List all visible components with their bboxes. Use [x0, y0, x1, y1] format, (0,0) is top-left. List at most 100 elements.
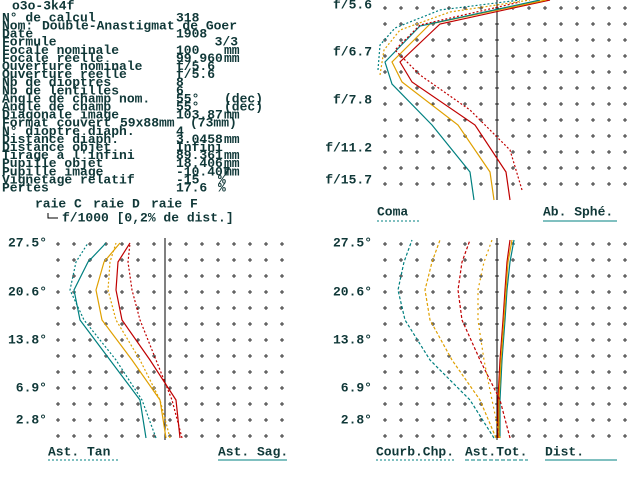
grid-cross — [88, 242, 92, 246]
grid-cross — [232, 402, 236, 406]
grid-cross — [200, 402, 204, 406]
grid-cross — [431, 118, 435, 122]
grid-cross — [232, 418, 236, 422]
grid-cross — [479, 22, 483, 26]
y-tick-label: 2.8° — [16, 412, 47, 427]
grid-cross — [399, 150, 403, 154]
grid-cross — [543, 386, 547, 390]
grid-cross — [56, 322, 60, 326]
grid-cross — [415, 290, 419, 294]
grid-cross — [280, 322, 284, 326]
y-tick-label: 27.5° — [333, 235, 372, 250]
info-value: 55° — [176, 100, 199, 115]
grid-cross — [623, 118, 627, 122]
grid-cross — [447, 306, 451, 310]
grid-cross — [463, 274, 467, 278]
grid-cross — [575, 306, 579, 310]
grid-cross — [120, 434, 124, 438]
grid-cross — [527, 54, 531, 58]
info-label: Vignetage relatif — [2, 172, 135, 187]
grid-cross — [527, 86, 531, 90]
grid-cross — [88, 434, 92, 438]
grid-cross — [232, 354, 236, 358]
grid-cross — [575, 102, 579, 106]
grid-cross — [200, 242, 204, 246]
grid-cross — [511, 274, 515, 278]
grid-cross — [232, 258, 236, 262]
grid-cross — [88, 306, 92, 310]
grid-cross — [383, 258, 387, 262]
grid-cross — [623, 242, 627, 246]
grid-cross — [623, 70, 627, 74]
grid-cross — [431, 402, 435, 406]
grid-cross — [120, 258, 124, 262]
grid-cross — [623, 38, 627, 42]
grid-cross — [591, 118, 595, 122]
grid-cross — [575, 274, 579, 278]
y-tick-label: 2.8° — [341, 412, 372, 427]
grid-cross — [72, 258, 76, 262]
grid-cross — [415, 38, 419, 42]
grid-cross — [623, 306, 627, 310]
grid-cross — [447, 434, 451, 438]
grid-cross — [623, 354, 627, 358]
grid-cross — [447, 70, 451, 74]
grid-cross — [543, 54, 547, 58]
grid-cross — [575, 6, 579, 10]
grid-cross — [591, 182, 595, 186]
grid-cross — [479, 54, 483, 58]
field-curves — [397, 239, 515, 439]
grid-cross — [216, 322, 220, 326]
grid-cross — [56, 370, 60, 374]
grid-cross — [623, 258, 627, 262]
grid-cross — [216, 386, 220, 390]
grid-cross — [104, 386, 108, 390]
grid-cross — [200, 434, 204, 438]
grid-cross — [543, 70, 547, 74]
grid-cross — [511, 258, 515, 262]
grid-cross — [543, 306, 547, 310]
grid-cross — [479, 182, 483, 186]
info-value: 89.361 — [176, 148, 223, 163]
grid-cross — [399, 118, 403, 122]
grid-cross — [383, 150, 387, 154]
grid-cross — [248, 338, 252, 342]
grid-cross — [591, 274, 595, 278]
grid-cross — [623, 434, 627, 438]
grid-cross — [431, 418, 435, 422]
grid-cross — [607, 22, 611, 26]
grid-cross — [607, 386, 611, 390]
grid-cross — [463, 258, 467, 262]
grid-cross — [399, 242, 403, 246]
grid-cross — [216, 402, 220, 406]
grid-cross — [264, 354, 268, 358]
grid-cross — [527, 402, 531, 406]
grid-cross — [104, 290, 108, 294]
grid-cross — [479, 102, 483, 106]
grid-cross — [543, 102, 547, 106]
grid-cross — [543, 86, 547, 90]
grid-cross — [463, 54, 467, 58]
grid-cross — [559, 290, 563, 294]
grid-cross — [511, 134, 515, 138]
info-label: Format couvert — [2, 116, 111, 131]
grid-cross — [623, 418, 627, 422]
grid-cross — [104, 402, 108, 406]
grid-cross — [511, 70, 515, 74]
grid-cross — [623, 6, 627, 10]
grid-cross — [399, 418, 403, 422]
grid-cross — [447, 418, 451, 422]
grid-cross — [463, 418, 467, 422]
grid-cross — [88, 274, 92, 278]
grid-cross — [152, 322, 156, 326]
grid-cross — [607, 38, 611, 42]
grid-cross — [575, 386, 579, 390]
grid-cross — [104, 418, 108, 422]
grid-cross — [463, 242, 467, 246]
grid-cross — [232, 370, 236, 374]
grid-cross — [527, 102, 531, 106]
grid-cross — [248, 402, 252, 406]
grid-cross — [184, 354, 188, 358]
info-value: -15 — [176, 172, 200, 187]
